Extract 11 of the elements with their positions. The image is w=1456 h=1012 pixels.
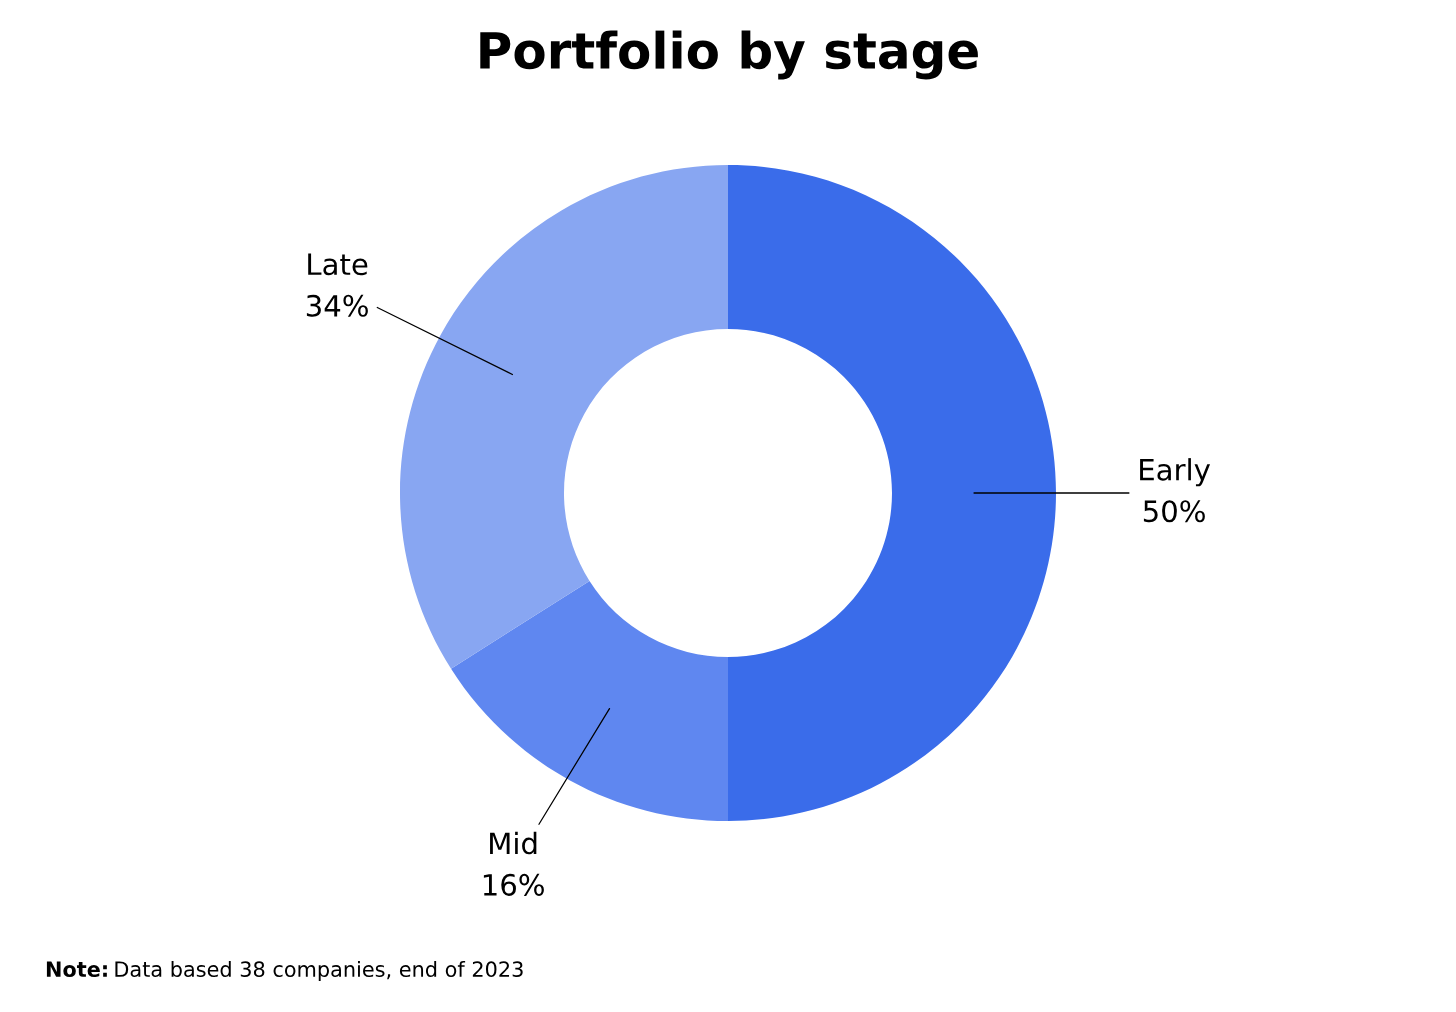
data-label: 50% <box>1143 500 1205 523</box>
data-label: 34% <box>306 294 368 317</box>
text: Note: Data based 38 companies, end of 2023 <box>46 960 523 982</box>
donut-slice <box>451 580 728 821</box>
data-label: 16% <box>483 873 544 896</box>
chart-title: Portfolio by stage <box>480 30 978 80</box>
donut-slice <box>728 165 1056 821</box>
slice-label: Mid <box>490 831 537 855</box>
slice-label: Early <box>1140 458 1211 487</box>
donut-slice <box>400 165 728 669</box>
slice-label: Late <box>308 253 368 276</box>
